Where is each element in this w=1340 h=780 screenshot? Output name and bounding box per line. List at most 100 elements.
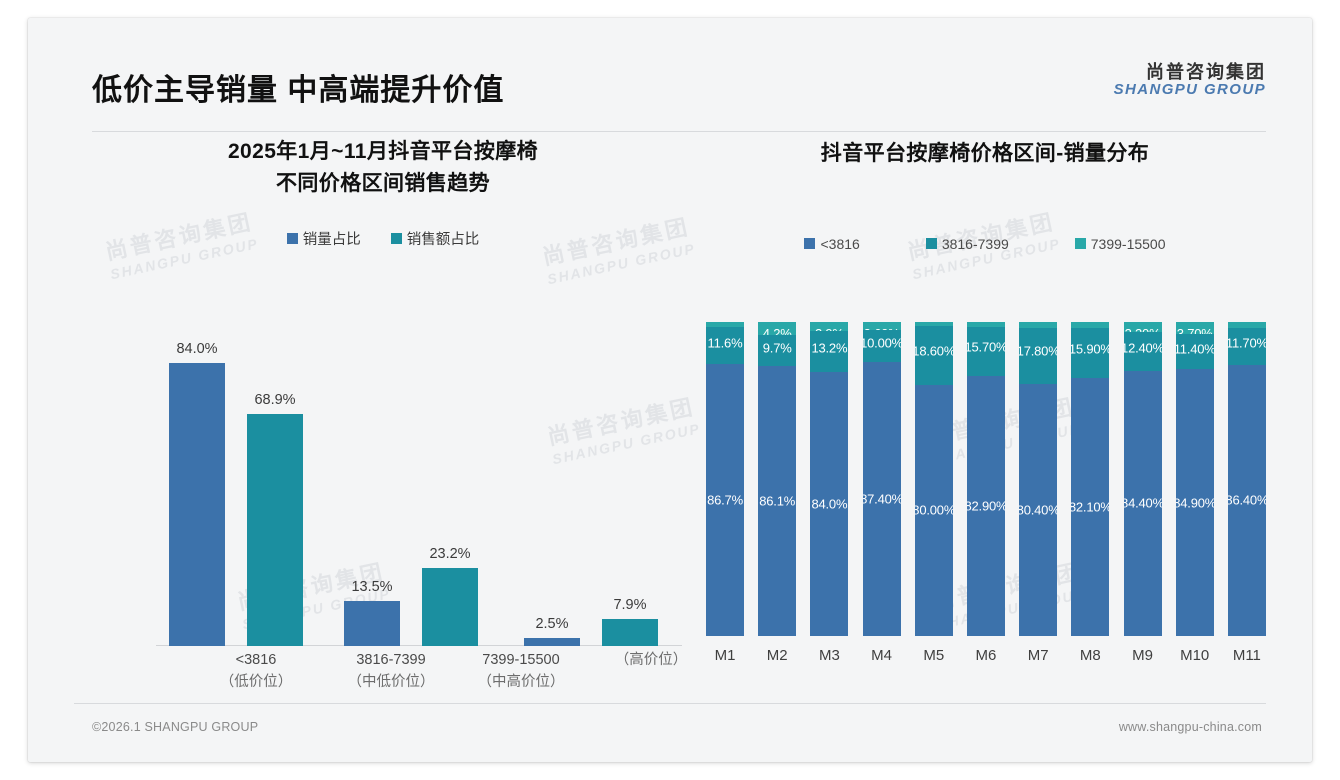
segment-lt3816[interactable]: 82.90% [966, 375, 1005, 636]
segment-3816-7399[interactable]: 9.7% [758, 335, 797, 366]
stacked-bar-m7[interactable]: 1.70% 17.80% 80.40% [1019, 322, 1058, 636]
legend-item-lt3816[interactable]: <3816 [804, 236, 860, 252]
stacked-bar-m2[interactable]: 4.2% 9.7% 86.1% [758, 322, 797, 636]
x-axis-label-m4: M4 [871, 646, 892, 664]
segment-3816-7399[interactable]: 11.6% [706, 327, 744, 364]
bar-value-lt3816[interactable]: 68.9% [247, 392, 303, 646]
x-axis-label-m8: M8 [1079, 646, 1101, 664]
segment-7399-15500[interactable]: 1.50% [966, 322, 1005, 327]
segment-value-label: 84.40% [1123, 495, 1162, 511]
segment-3816-7399[interactable]: 13.2% [810, 331, 849, 373]
header-divider [92, 131, 1266, 132]
segment-lt3816[interactable]: 87.40% [862, 361, 901, 636]
bar-volume-lt3816[interactable]: 84.0% [169, 341, 225, 646]
segment-7399-15500[interactable]: 2.60% [862, 322, 901, 331]
segment-7399-15500[interactable]: 1.90% [1071, 322, 1110, 329]
stacked-bar-m5[interactable]: 1.40% 18.60% 80.00% [914, 322, 953, 636]
category-range: 7399-15500 [482, 652, 560, 668]
header: 低价主导销量 中高端提升价值 尚普咨询集团 SHANGPU GROUP [28, 18, 1312, 132]
legend-label: 销量占比 [302, 231, 361, 248]
stacked-bar-m3[interactable]: 2.9% 13.2% 84.0% [810, 322, 849, 636]
stacked-bar-m6[interactable]: 1.50% 15.70% 82.90% [966, 322, 1005, 636]
left-chart-legend: 销量占比 销售额占比 [74, 228, 692, 249]
segment-3816-7399[interactable]: 10.00% [862, 330, 901, 362]
stacked-bar-m11[interactable]: 1.90% 11.70% 86.40% [1227, 322, 1266, 636]
segment-lt3816[interactable]: 82.10% [1071, 378, 1110, 636]
category-tier: （中低价位） [347, 673, 435, 690]
legend-item-3816-7399[interactable]: 3816-7399 [925, 236, 1009, 252]
right-chart-legend: <3816 3816-7399 7399-15500 [700, 236, 1270, 252]
segment-7399-15500[interactable]: 4.2% [758, 322, 797, 336]
segment-7399-15500[interactable]: 1.90% [1227, 322, 1266, 328]
stacked-bar-m8[interactable]: 1.90% 15.90% 82.10% [1071, 322, 1110, 636]
x-axis-label-m3: M3 [818, 646, 840, 664]
segment-value-label: 87.40% [862, 491, 901, 507]
segment-value-label: 1.70% [1020, 326, 1056, 327]
bar-value-label: 7.9% [613, 597, 647, 614]
segment-3816-7399[interactable]: 17.80% [1019, 327, 1058, 384]
legend-item-sales-value-share[interactable]: 销售额占比 [390, 228, 479, 249]
bar-volume-3816-7399[interactable]: 13.5% [344, 579, 400, 646]
segment-lt3816[interactable]: 86.1% [758, 365, 797, 636]
segment-7399-15500[interactable]: 1.40% [914, 322, 953, 327]
month-axis: M1 M2 M3 M4 M5 M6 M7 M8 M9 M10 M11 [706, 640, 1266, 670]
segment-7399-15500[interactable]: 3.20% [1123, 322, 1162, 333]
segment-7399-15500[interactable]: 2.9% [810, 322, 849, 332]
stacked-bars-plot: 1.7% 11.6% 86.7% 4.2% 9.7% [706, 322, 1266, 636]
x-axis-label-m5: M5 [923, 646, 945, 664]
bar-volume-7399-15500[interactable]: 2.5% [524, 616, 580, 646]
x-axis-label-m9: M9 [1132, 646, 1153, 664]
segment-7399-15500[interactable]: 1.7% [706, 322, 744, 328]
legend-item-sales-volume-share[interactable]: 销量占比 [286, 228, 361, 249]
stacked-bar-m4[interactable]: 2.60% 10.00% 87.40% [862, 322, 901, 636]
bar-value-7399-15500[interactable]: 7.9% [602, 597, 658, 646]
footer-copyright: ©2026.1 SHANGPU GROUP [92, 720, 259, 734]
segment-lt3816[interactable]: 86.40% [1227, 364, 1266, 636]
legend-item-7399-15500[interactable]: 7399-15500 [1074, 236, 1166, 252]
x-axis-category-lt3816: <3816 （低价位） [196, 650, 316, 694]
segment-lt3816[interactable]: 84.40% [1123, 370, 1162, 636]
segment-lt3816[interactable]: 80.40% [1019, 383, 1058, 636]
brand-logo: 尚普咨询集团 SHANGPU GROUP [1114, 62, 1266, 99]
segment-lt3816[interactable]: 84.0% [810, 372, 849, 636]
x-axis-category-high-tier: （高价位） [586, 650, 716, 672]
segment-3816-7399[interactable]: 12.40% [1123, 332, 1162, 371]
segment-value-label: 18.60% [914, 343, 953, 359]
footer-divider [74, 703, 1266, 704]
segment-value-label: 82.90% [966, 498, 1005, 514]
segment-7399-15500[interactable]: 1.70% [1019, 322, 1058, 328]
segment-lt3816[interactable]: 84.90% [1175, 369, 1214, 636]
segment-value-label: 11.70% [1227, 335, 1266, 351]
segment-3816-7399[interactable]: 15.70% [966, 326, 1005, 376]
segment-7399-15500[interactable]: 3.70% [1175, 322, 1214, 334]
stacked-bar-m1[interactable]: 1.7% 11.6% 86.7% [706, 322, 744, 636]
left-chart-title-line1: 2025年1月~11月抖音平台按摩椅 [227, 140, 539, 163]
segment-3816-7399[interactable]: 11.70% [1227, 327, 1266, 365]
bar-value-3816-7399[interactable]: 23.2% [422, 546, 478, 646]
bar-value-label: 23.2% [429, 545, 471, 562]
segment-3816-7399[interactable]: 15.90% [1071, 328, 1110, 379]
segment-value-label: 1.7% [711, 326, 740, 327]
x-axis-label-m11: M11 [1232, 646, 1261, 664]
category-tier: （高价位） [614, 652, 688, 668]
bar-group: 13.5% 23.2% [326, 296, 496, 646]
stacked-bar-m10[interactable]: 3.70% 11.40% 84.90% [1175, 322, 1214, 636]
segment-3816-7399[interactable]: 11.40% [1175, 333, 1214, 370]
segment-value-label: 11.6% [707, 335, 743, 351]
footer-website[interactable]: www.shangpu-china.com [1118, 720, 1262, 734]
segment-value-label: 13.2% [811, 340, 848, 356]
stacked-bar-m9[interactable]: 3.20% 12.40% 84.40% [1123, 322, 1162, 636]
segment-3816-7399[interactable]: 18.60% [914, 326, 953, 385]
x-axis-category-3816-7399: 3816-7399 （中低价位） [326, 650, 456, 694]
segment-lt3816[interactable]: 80.00% [914, 384, 953, 636]
segment-lt3816[interactable]: 86.7% [706, 363, 744, 636]
category-range: <3816 [235, 652, 277, 668]
segment-value-label: 10.00% [862, 335, 901, 351]
segment-value-label: 9.7% [762, 340, 792, 356]
category-tier: （低价位） [219, 673, 293, 690]
segment-value-label: 4.2% [762, 326, 792, 336]
segment-value-label: 84.90% [1175, 495, 1214, 511]
segment-value-label: 86.1% [759, 493, 796, 509]
x-axis-label-m6: M6 [975, 646, 997, 664]
segment-value-label: 1.90% [1072, 326, 1108, 328]
